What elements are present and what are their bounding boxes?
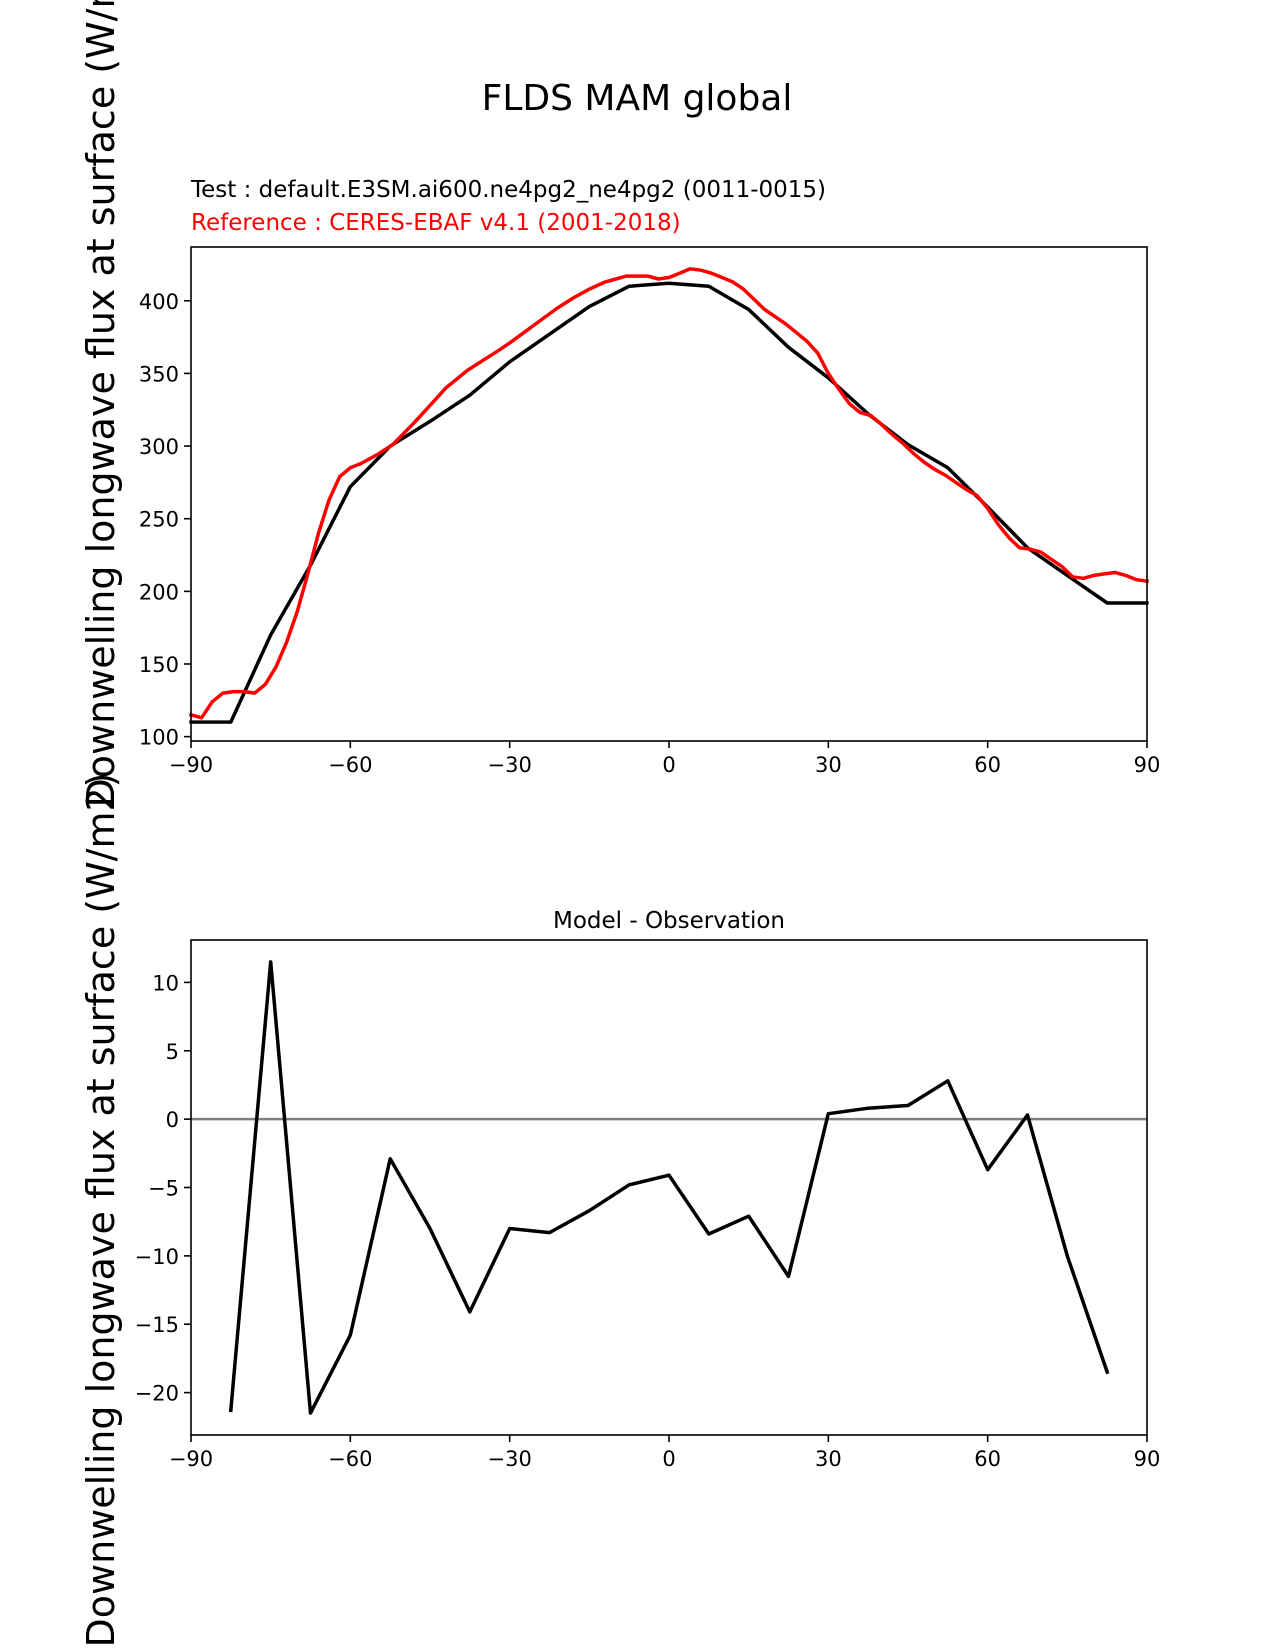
y-tick-label: 5 xyxy=(166,1040,179,1064)
y-tick-label: 350 xyxy=(139,362,179,386)
x-tick-label: 90 xyxy=(1134,1447,1161,1471)
y-tick-label: 100 xyxy=(139,726,179,750)
x-tick-label: 60 xyxy=(974,1447,1001,1471)
x-tick-label: 90 xyxy=(1134,753,1161,777)
series-line-reference xyxy=(191,269,1147,718)
test-label: Test : default.E3SM.ai600.ne4pg2_ne4pg2 … xyxy=(190,177,826,203)
y-tick-label: −10 xyxy=(135,1245,179,1269)
x-tick-label: −90 xyxy=(169,753,213,777)
difference-plot-title: Model - Observation xyxy=(553,908,785,934)
reference-label: Reference : CERES-EBAF v4.1 (2001-2018) xyxy=(191,210,681,236)
y-tick-label: 150 xyxy=(139,653,179,677)
x-tick-label: −90 xyxy=(169,1447,213,1471)
x-tick-label: 0 xyxy=(662,753,675,777)
x-tick-label: −30 xyxy=(488,753,532,777)
x-tick-label: 0 xyxy=(662,1447,675,1471)
plot-frame xyxy=(190,939,1148,1436)
y-tick-label: 250 xyxy=(139,508,179,532)
x-tick-label: −60 xyxy=(328,1447,372,1471)
y-tick-label: −20 xyxy=(135,1382,179,1406)
y-tick-label: 400 xyxy=(139,290,179,314)
y-tick-label: 0 xyxy=(166,1108,179,1132)
y-tick-label: 10 xyxy=(152,971,179,995)
series-line-model-observation xyxy=(231,962,1107,1413)
y-tick-label: −15 xyxy=(135,1313,179,1337)
zonal-mean-plot: −90 −60 −30 0 30 60 90 100 150 200 250 300 350 400 xyxy=(139,246,1161,777)
y-tick-label: 200 xyxy=(139,580,179,604)
top-y-axis-label: Downwelling longwave flux at surface (W/… xyxy=(79,0,123,808)
y-tick-label: −5 xyxy=(148,1177,179,1201)
plot-frame xyxy=(190,246,1148,742)
difference-plot: −90 −60 −30 0 30 60 90 −20 −15 −10 −5 0 5 10 xyxy=(135,939,1161,1471)
figure-title: FLDS MAM global xyxy=(482,78,793,119)
x-tick-label: 30 xyxy=(815,753,842,777)
x-tick-label: 60 xyxy=(974,753,1001,777)
bottom-y-axis-label: Downwelling longwave flux at surface (W/… xyxy=(79,772,123,1647)
x-tick-label: 30 xyxy=(815,1447,842,1471)
series-line-test xyxy=(191,283,1147,722)
x-tick-label: −60 xyxy=(328,753,372,777)
x-tick-label: −30 xyxy=(488,1447,532,1471)
y-tick-label: 300 xyxy=(139,435,179,459)
